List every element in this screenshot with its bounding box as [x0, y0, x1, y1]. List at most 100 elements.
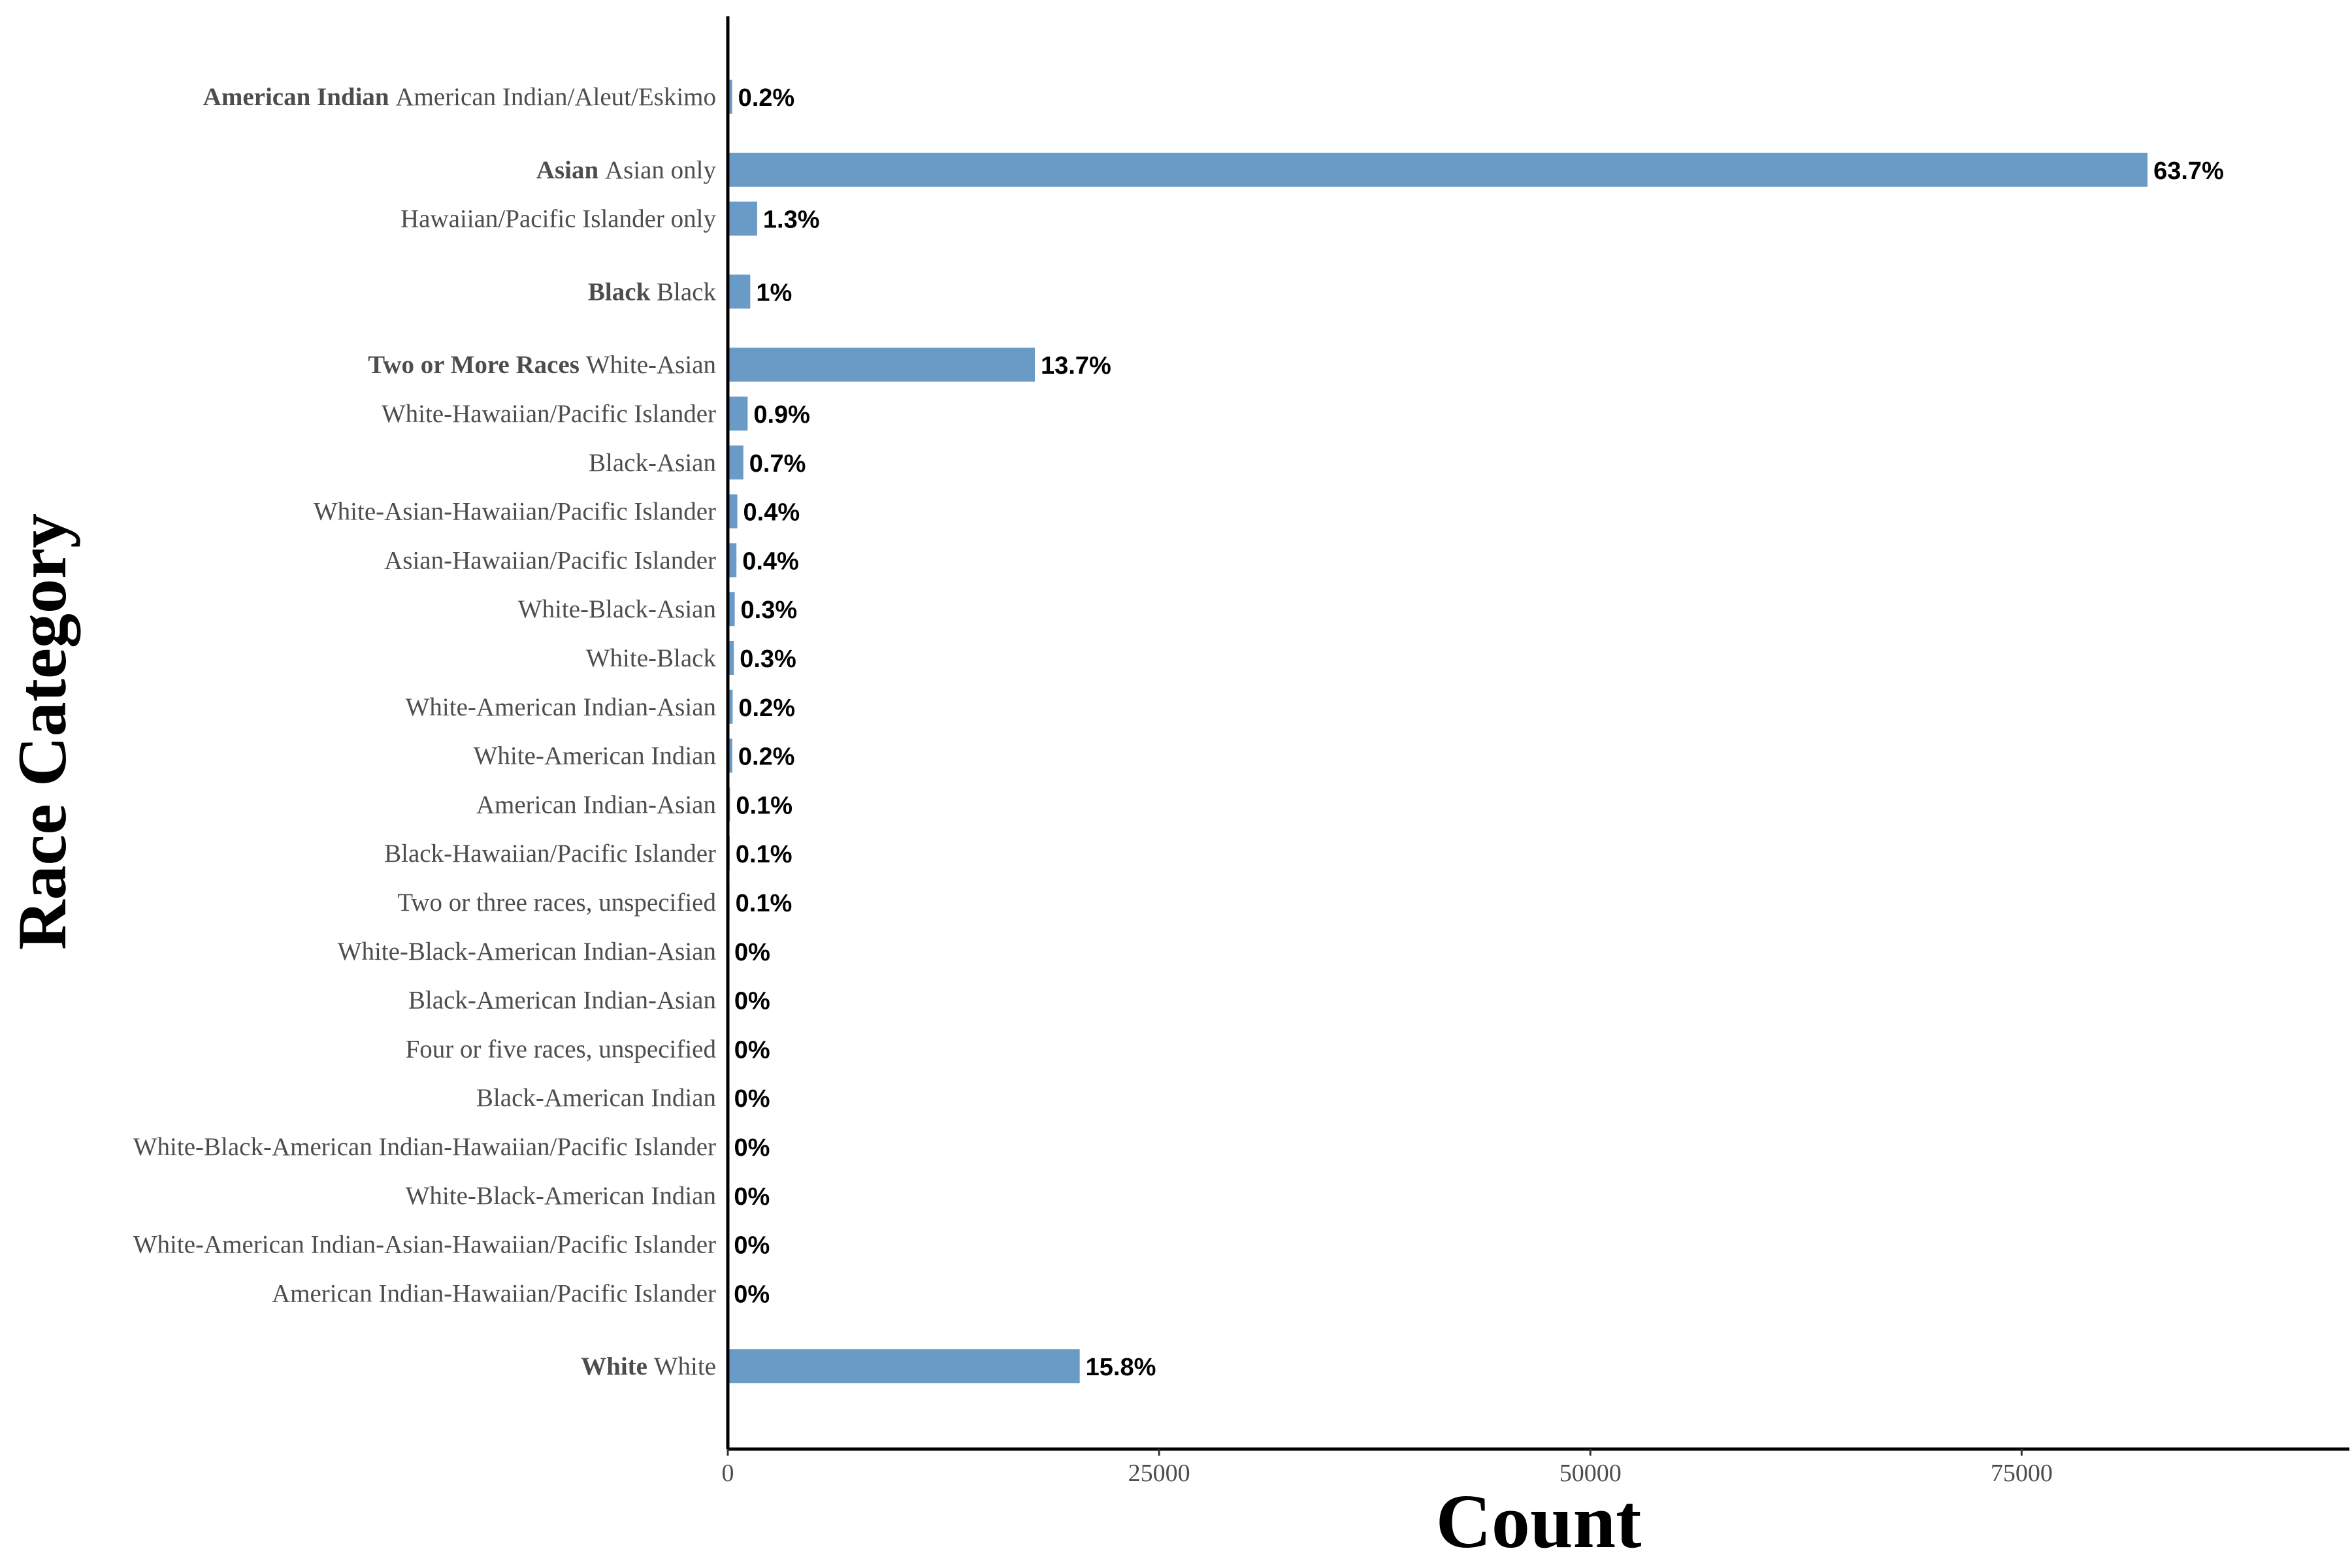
item-label: Asian-Hawaiian/Pacific Islander [384, 546, 716, 574]
pct-label-white-asian: 13.7% [1041, 352, 1111, 380]
item-label: White-Black-American Indian-Asian [338, 938, 716, 966]
bar-white-asian [728, 348, 1035, 382]
pct-label-black-asian: 0.7% [749, 450, 806, 478]
pct-label-white-american-indian: 0.2% [738, 743, 795, 771]
pct-label-four-or-five-races-unspecified: 0% [734, 1036, 770, 1064]
category-label-black-asian: Black-Asian [589, 449, 716, 477]
item-label: White-American Indian-Asian-Hawaiian/Pac… [133, 1231, 716, 1259]
category-label-black-american-indian-asian: Black-American Indian-Asian [408, 987, 716, 1015]
category-label-white: White White [581, 1352, 716, 1380]
pct-label-hawaiian-pacific-islander-only: 1.3% [763, 206, 820, 234]
item-label: White-Black-American Indian [406, 1182, 716, 1210]
pct-label-two-or-three-races-unspecified: 0.1% [736, 890, 792, 917]
pct-label-white-black-american-indian: 0% [734, 1183, 770, 1211]
pct-label-white-black-american-indian-hawaiian-pacific-islander: 0% [734, 1134, 770, 1162]
category-label-american-indian-asian: American Indian-Asian [476, 791, 716, 819]
pct-label-american-indian-aleut-eskimo: 0.2% [738, 84, 795, 112]
item-label: White-Asian-Hawaiian/Pacific Islander [314, 498, 716, 526]
pct-label-asian-hawaiian-pacific-islander: 0.4% [742, 547, 799, 575]
percent-labels: 0.2% 63.7% 1.3% 1% 13.7% 0.9% 0.7% 0.4% 0.4% 0.3%… [734, 84, 2224, 1381]
bar-black-asian [728, 445, 743, 480]
category-label-black-american-indian: Black-American Indian [476, 1084, 716, 1112]
category-label-white-black-american-indian: White-Black-American Indian [406, 1182, 716, 1210]
item-label: American Indian-Hawaiian/Pacific Islande… [272, 1279, 716, 1307]
item-label: Four or five races, unspecified [406, 1035, 717, 1063]
x-axis-ticks: 0 25000 50000 75000 [722, 1449, 2053, 1487]
group-label: Asian [536, 156, 605, 184]
item-label: White-Black [586, 644, 717, 672]
pct-label-white-black-american-indian-asian: 0% [734, 939, 770, 966]
category-label-black-hawaiian-pacific-islander: Black-Hawaiian/Pacific Islander [384, 840, 716, 868]
pct-label-white: 15.8% [1086, 1354, 1156, 1381]
pct-label-american-indian-hawaiian-pacific-islander: 0% [734, 1281, 770, 1308]
pct-label-black-american-indian: 0% [734, 1085, 770, 1113]
category-label-white-american-indian-asian: White-American Indian-Asian [406, 693, 716, 721]
group-label: Black [588, 278, 657, 306]
x-tick-label: 0 [722, 1460, 734, 1487]
item-label: Black-American Indian [476, 1084, 716, 1112]
group-label: White [581, 1352, 654, 1380]
bar-white-asian-hawaiian-pacific-islander [728, 494, 738, 529]
item-label: White-Black-American Indian-Hawaiian/Pac… [133, 1133, 716, 1161]
pct-label-white-black: 0.3% [740, 645, 796, 673]
x-tick-label: 50000 [1560, 1460, 1622, 1487]
x-axis-title: Count [1436, 1478, 1642, 1564]
category-label-american-indian-hawaiian-pacific-islander: American Indian-Hawaiian/Pacific Islande… [272, 1279, 716, 1307]
bar-white-black [728, 641, 734, 675]
category-label-white-black-american-indian-asian: White-Black-American Indian-Asian [338, 938, 716, 966]
item-label: Hawaiian/Pacific Islander only [400, 205, 716, 233]
category-label-white-black: White-Black [586, 644, 717, 672]
category-label-white-hawaiian-pacific-islander: White-Hawaiian/Pacific Islander [382, 400, 716, 428]
item-label: White-American Indian-Asian [406, 693, 716, 721]
category-label-hawaiian-pacific-islander-only: Hawaiian/Pacific Islander only [400, 205, 716, 233]
x-tick-label: 75000 [1991, 1460, 2053, 1487]
category-label-white-asian-hawaiian-pacific-islander: White-Asian-Hawaiian/Pacific Islander [314, 498, 716, 526]
item-label: Black-American Indian-Asian [408, 987, 716, 1015]
item-label: American Indian-Asian [476, 791, 716, 819]
bar-white-american-indian [728, 738, 732, 773]
item-label: Black-Asian [589, 449, 716, 477]
item-label: White-Asian [586, 351, 716, 379]
category-label-four-or-five-races-unspecified: Four or five races, unspecified [406, 1035, 717, 1063]
pct-label-asian-only: 63.7% [2153, 157, 2224, 185]
bar-asian-hawaiian-pacific-islander [728, 543, 737, 578]
category-label-white-black-american-indian-hawaiian-pacific-islander: White-Black-American Indian-Hawaiian/Pac… [133, 1133, 716, 1161]
bars-layer [728, 80, 2148, 1384]
category-label-american-indian-aleut-eskimo: American Indian American Indian/Aleut/Es… [203, 83, 716, 111]
item-label: Two or three races, unspecified [397, 889, 716, 917]
category-labels: American Indian American Indian/Aleut/Es… [133, 83, 717, 1380]
bar-asian-only [728, 152, 2148, 187]
group-label: Two or More Races [368, 351, 586, 379]
item-label: Asian only [605, 156, 717, 184]
category-label-black: Black Black [588, 278, 717, 306]
bar-white-hawaiian-pacific-islander [728, 397, 748, 431]
pct-label-white-black-asian: 0.3% [741, 596, 798, 624]
category-label-white-asian: Two or More Races White-Asian [368, 351, 716, 379]
bar-white [728, 1349, 1080, 1384]
item-label: White [654, 1352, 716, 1380]
bar-hawaiian-pacific-islander-only [728, 201, 757, 236]
category-label-two-or-three-races-unspecified: Two or three races, unspecified [397, 889, 716, 917]
pct-label-black-american-indian-asian: 0% [734, 988, 770, 1015]
y-axis-title: Race Category [4, 514, 80, 950]
category-label-asian-only: Asian Asian only [536, 156, 717, 184]
pct-label-white-hawaiian-pacific-islander: 0.9% [753, 401, 810, 429]
bar-white-american-indian-asian [728, 689, 733, 724]
category-label-asian-hawaiian-pacific-islander: Asian-Hawaiian/Pacific Islander [384, 546, 716, 574]
bar-white-black-asian [728, 592, 735, 627]
pct-label-white-american-indian-asian-hawaiian-pacific-islander: 0% [734, 1232, 770, 1260]
group-label: American Indian [203, 83, 396, 111]
pct-label-black: 1% [756, 279, 792, 306]
item-label: White-Black-Asian [518, 595, 716, 623]
pct-label-american-indian-asian: 0.1% [736, 792, 792, 819]
item-label: American Indian/Aleut/Eskimo [395, 83, 716, 111]
item-label: Black [657, 278, 716, 306]
pct-label-black-hawaiian-pacific-islander: 0.1% [736, 841, 792, 868]
item-label: White-Hawaiian/Pacific Islander [382, 400, 716, 428]
category-label-white-american-indian-asian-hawaiian-pacific-islander: White-American Indian-Asian-Hawaiian/Pac… [133, 1231, 716, 1259]
x-tick-label: 25000 [1128, 1460, 1190, 1487]
item-label: Black-Hawaiian/Pacific Islander [384, 840, 716, 868]
bar-black [728, 274, 751, 309]
category-label-white-black-asian: White-Black-Asian [518, 595, 716, 623]
